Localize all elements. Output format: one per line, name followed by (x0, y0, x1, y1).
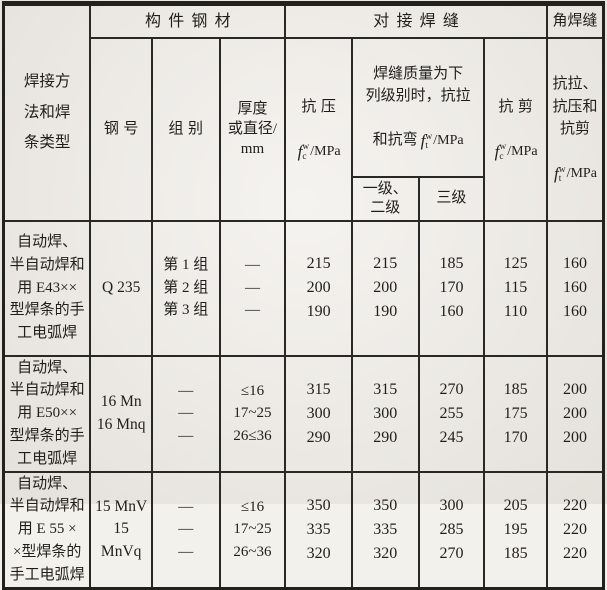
quality-label: 焊缝质量为下 列级别时，抗拉 (365, 65, 471, 105)
header-weld-quality: 焊缝质量为下 列级别时，抗拉 和抗弯 f w t/MPa (350, 37, 486, 178)
fillet-values: 220 220 220 (545, 470, 605, 590)
shear-values: 185 175 170 (483, 354, 548, 473)
fillet-symbol: f w t/MPa (553, 164, 597, 185)
compression-values: 315 300 290 (284, 354, 353, 473)
header-butt-weld: 对接焊缝 (284, 2, 548, 39)
header-compression: 抗压 f w c/MPa (284, 37, 353, 222)
group-cell: — — — (150, 354, 221, 473)
compression-label: 抗压 (301, 98, 341, 115)
table-row-q235: 自动焊、 半自动焊和 用 E43×× 型焊条的手 工电弧焊 Q 235 第 1 … (2, 219, 605, 357)
tension-grade12-values: 215 200 190 (350, 219, 420, 357)
compression-symbol: f w c/MPa (297, 141, 341, 162)
header-shear: 抗剪 f w c/MPa (483, 37, 548, 222)
thickness-cell: ≤16 17~25 26≤36 (218, 354, 287, 473)
table-row-15mnv: 自动焊、 半自动焊和 用 E 55 × ×型焊条的 手工电弧焊 15 MnV 1… (2, 470, 605, 590)
thickness-cell: — — — (218, 219, 287, 357)
header-steel-grade: 钢号 (89, 37, 153, 222)
tension-grade12-values: 315 300 290 (350, 354, 420, 473)
fillet-values: 200 200 200 (545, 354, 605, 473)
fillet-values: 160 160 160 (545, 219, 605, 357)
table-row-16mn: 自动焊、 半自动焊和 用 E50×× 型焊条的手 工电弧焊 16 Mn 16 M… (2, 354, 605, 473)
header-component-steel: 构件钢材 (89, 2, 287, 39)
steel-cell: Q 235 (89, 219, 153, 357)
method-cell: 自动焊、 半自动焊和 用 E43×× 型焊条的手 工电弧焊 (2, 219, 92, 357)
header-thickness: 厚度 或直径/ mm (218, 37, 287, 222)
header-welding-method: 焊接方 法和焊 条类型 (2, 2, 92, 222)
fillet-strength-label: 抗拉、 抗压和 抗剪 (552, 76, 598, 138)
header-fillet-weld: 角焊缝 (545, 2, 605, 39)
method-cell: 自动焊、 半自动焊和 用 E 55 × ×型焊条的 手工电弧焊 (2, 470, 92, 590)
steel-cell: 15 MnV 15 MnVq (89, 470, 153, 590)
method-cell: 自动焊、 半自动焊和 用 E50×× 型焊条的手 工电弧焊 (2, 354, 92, 473)
header-grade-3: 三级 (417, 175, 486, 222)
tension-grade12-values: 350 335 320 (350, 470, 420, 590)
group-cell: 第 1 组 第 2 组 第 3 组 (150, 219, 221, 357)
tension-grade3-values: 185 170 160 (417, 219, 486, 357)
shear-label: 抗剪 (498, 98, 538, 115)
tension-grade3-values: 270 255 245 (417, 354, 486, 473)
thickness-cell: ≤16 17~25 26~36 (218, 470, 287, 590)
compression-values: 350 335 320 (284, 470, 353, 590)
shear-symbol: f w c/MPa (494, 141, 538, 162)
shear-values: 125 115 110 (483, 219, 548, 357)
steel-cell: 16 Mn 16 Mnq (89, 354, 153, 473)
header-group: 组别 (150, 37, 221, 222)
group-cell: — — — (150, 470, 221, 590)
tension-symbol: 和抗弯 f w t/MPa (372, 131, 464, 152)
tension-grade3-values: 300 285 270 (417, 470, 486, 590)
header-grade-1-2: 一级、 二级 (350, 175, 420, 222)
compression-values: 215 200 190 (284, 219, 353, 357)
shear-values: 205 195 185 (483, 470, 548, 590)
header-fillet-strength: 抗拉、 抗压和 抗剪 f w t/MPa (545, 37, 605, 222)
